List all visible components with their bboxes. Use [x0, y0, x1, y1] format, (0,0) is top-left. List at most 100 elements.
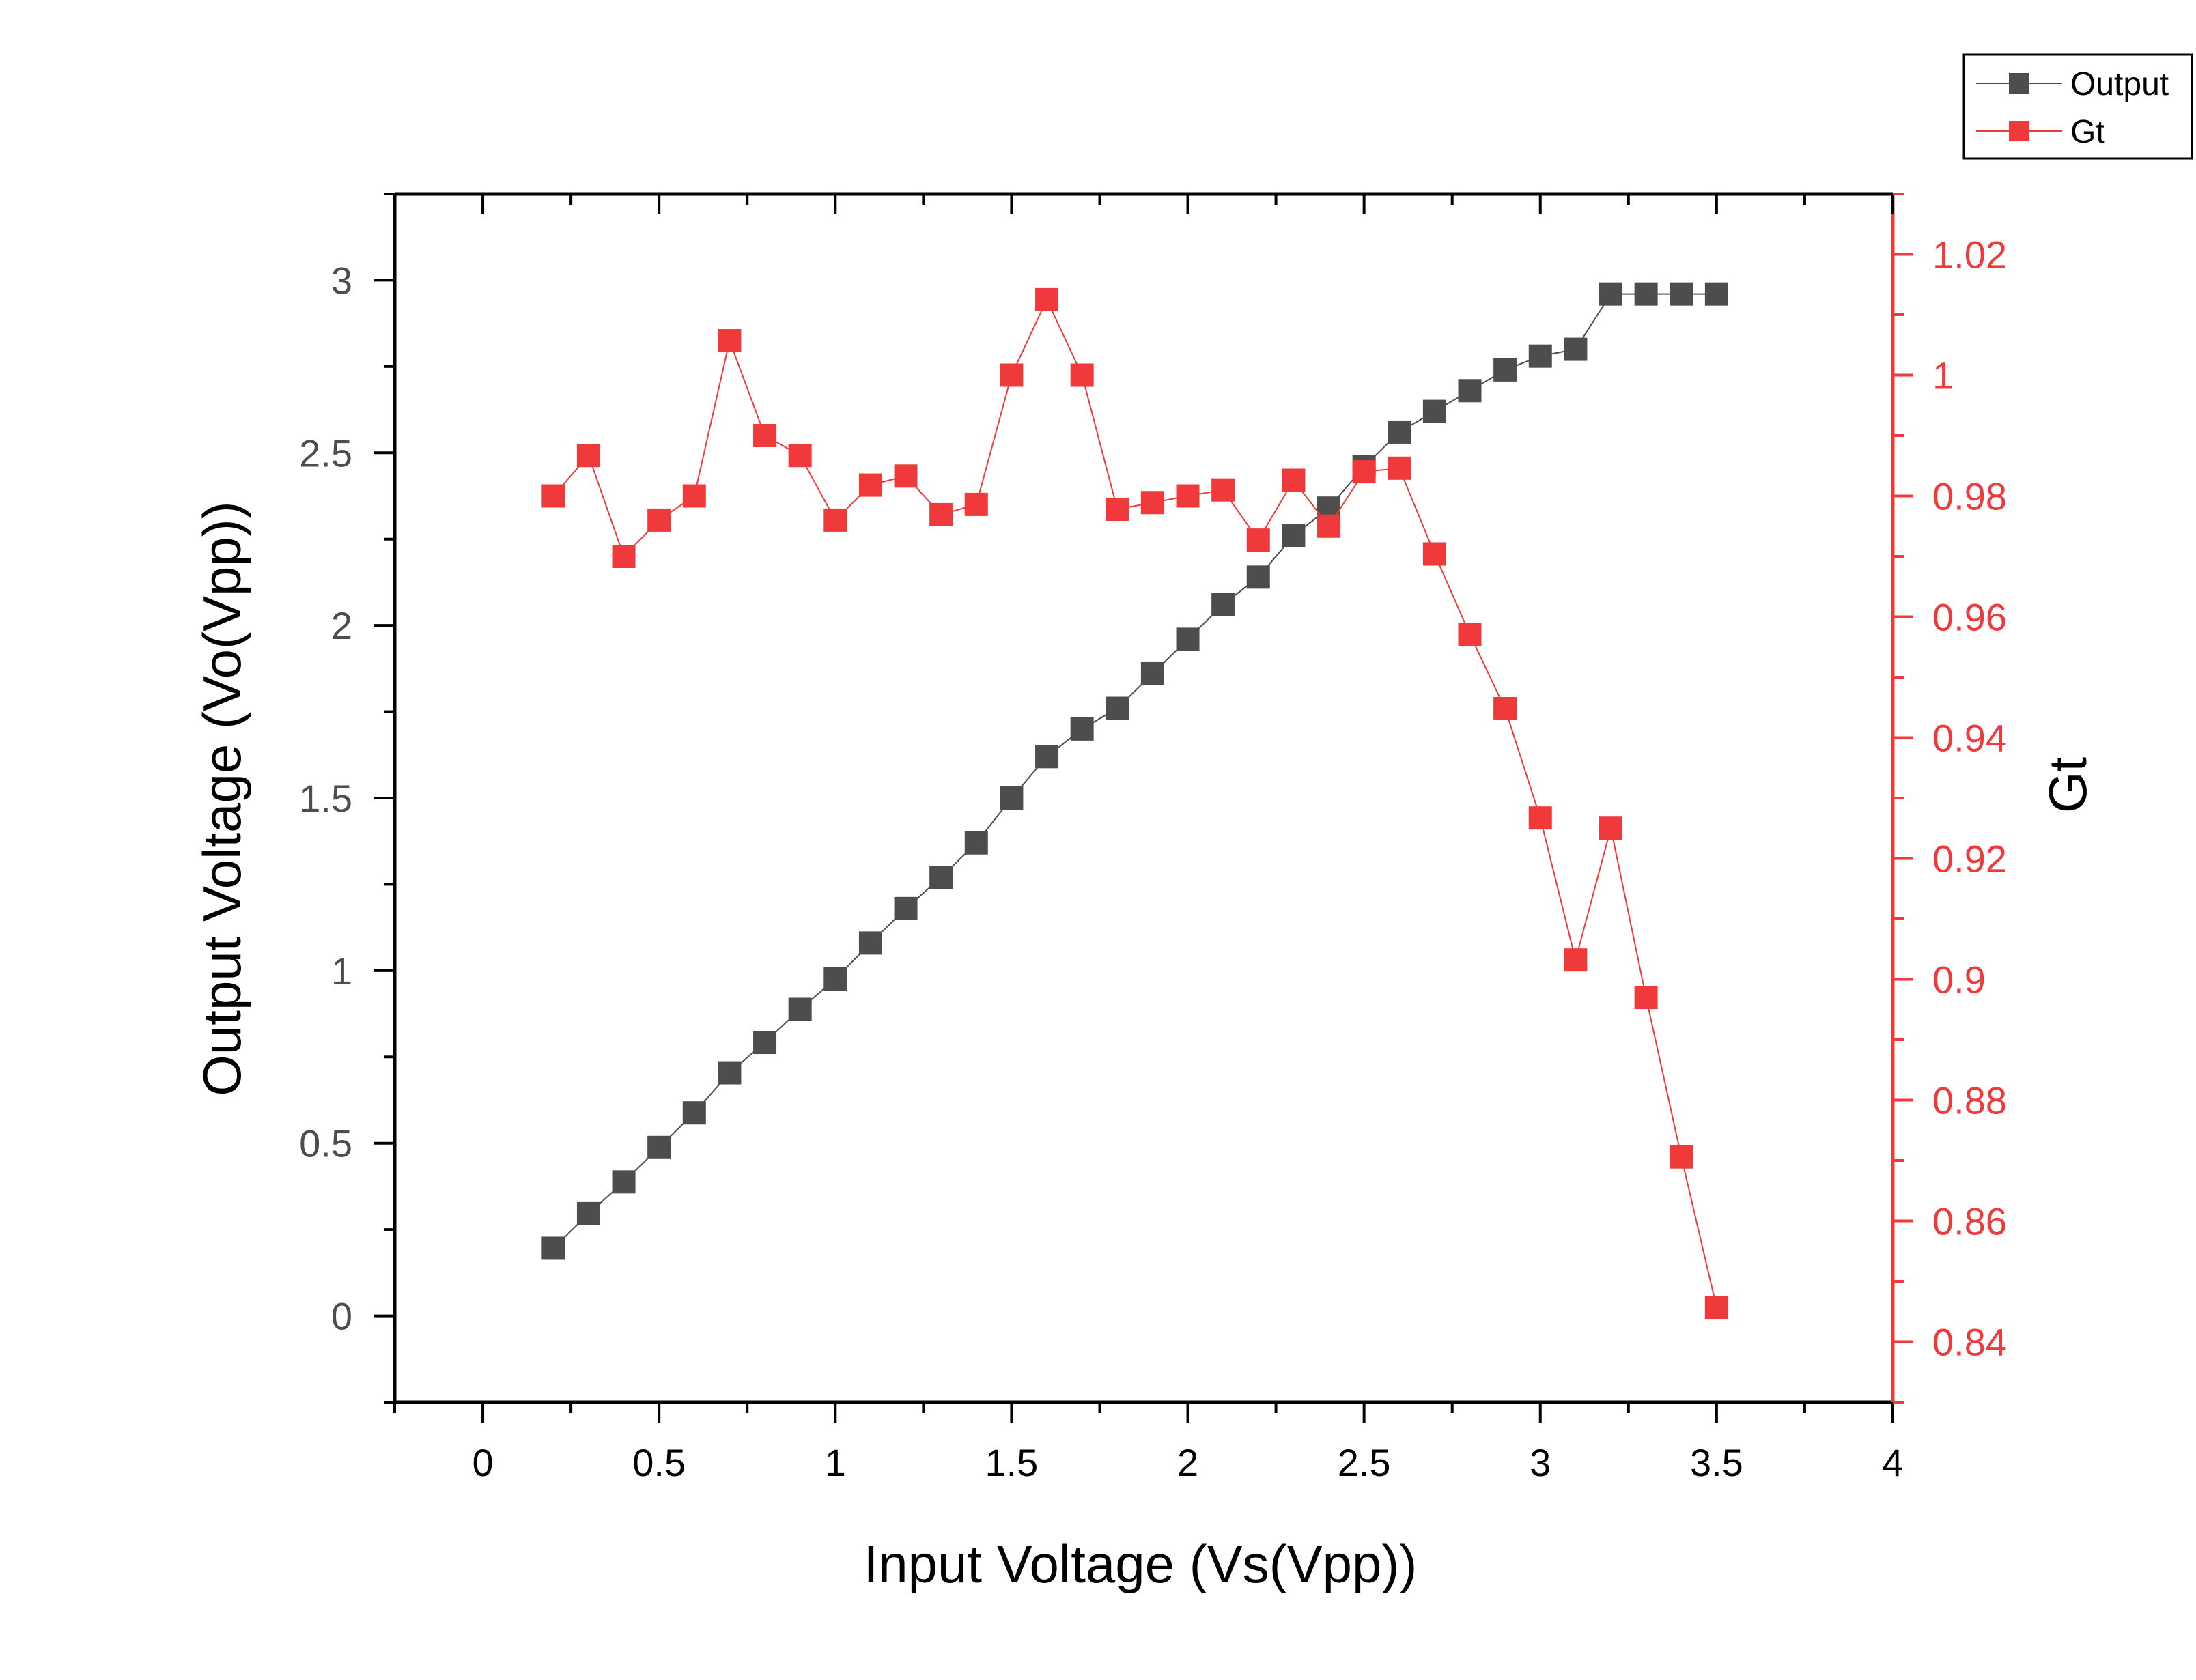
x-axis-title: Input Voltage (Vs(Vpp)) — [864, 1534, 1418, 1594]
data-point-gt — [964, 492, 988, 516]
right-y-axis-ticks: 0.84 0.86 0.88 0.9 0.92 0.94 0.96 0.98 1 1.02 — [1893, 193, 2007, 1404]
y2-tick-label: 1 — [1932, 354, 1954, 397]
x-tick-label: 0.5 — [632, 1441, 686, 1484]
data-point-output — [1670, 282, 1693, 306]
data-point-output — [612, 1170, 636, 1194]
data-point-gt — [1670, 1145, 1693, 1169]
y-tick-label: 2.5 — [299, 431, 352, 474]
x-tick-label: 2.5 — [1338, 1441, 1391, 1484]
y2-tick-label: 0.86 — [1932, 1200, 2007, 1243]
data-point-output — [753, 1031, 777, 1055]
data-point-gt — [1388, 456, 1411, 480]
data-point-output — [541, 1236, 565, 1260]
x-tick-label: 3.5 — [1690, 1441, 1743, 1484]
data-point-output — [824, 967, 847, 991]
data-point-output — [858, 931, 882, 955]
legend-marker-gt — [2009, 121, 2029, 141]
data-point-gt — [1246, 528, 1270, 552]
left-y-axis-ticks: 0 0.5 1 1.5 2 2.5 3 — [299, 193, 395, 1404]
data-point-gt — [824, 508, 847, 532]
data-point-output — [1704, 282, 1728, 306]
data-point-output — [1211, 593, 1235, 616]
data-point-output — [1634, 282, 1658, 306]
x-axis-ticks: 0 0.5 1 1.5 2 2.5 3 3.5 4 — [393, 194, 1904, 1484]
data-point-gt — [541, 484, 565, 508]
series-line-gt — [552, 298, 1717, 1308]
y2-tick-label: 0.9 — [1932, 958, 1986, 1001]
data-point-gt — [1140, 491, 1164, 515]
data-point-gt — [1070, 363, 1094, 387]
data-point-gt — [929, 502, 953, 526]
y2-tick-label: 0.92 — [1932, 838, 2007, 881]
data-point-gt — [788, 444, 812, 468]
data-point-gt — [1352, 460, 1376, 484]
data-point-output — [1599, 282, 1623, 306]
data-point-output — [1564, 337, 1588, 361]
right-y-axis-title: Gt — [2038, 757, 2098, 814]
data-point-gt — [1176, 484, 1200, 508]
x-tick-label: 3 — [1530, 1441, 1551, 1484]
data-point-output — [1493, 358, 1517, 382]
data-point-output — [894, 896, 918, 920]
data-point-output — [1106, 696, 1129, 720]
data-point-gt — [1035, 287, 1059, 311]
data-point-gt — [1458, 623, 1482, 646]
data-point-output — [718, 1061, 742, 1085]
data-point-gt — [1106, 497, 1129, 521]
y-tick-label: 2 — [331, 604, 352, 647]
y-tick-label: 0 — [331, 1295, 352, 1338]
x-tick-label: 4 — [1882, 1441, 1903, 1484]
data-point-gt — [1000, 363, 1024, 387]
y2-tick-label: 0.96 — [1932, 596, 2007, 639]
data-point-gt — [1422, 542, 1446, 566]
data-point-output — [647, 1135, 671, 1159]
y-tick-label: 0.5 — [299, 1122, 352, 1165]
data-point-gt — [1634, 986, 1658, 1010]
legend-label-gt: Gt — [2070, 114, 2105, 150]
data-point-output — [964, 831, 988, 855]
y-tick-label: 1.5 — [299, 777, 352, 820]
x-tick-label: 1.5 — [985, 1441, 1038, 1484]
data-point-gt — [1704, 1296, 1728, 1320]
legend-marker-output — [2009, 73, 2029, 94]
data-point-output — [1528, 344, 1552, 368]
data-point-gt — [647, 508, 671, 532]
x-tick-label: 2 — [1177, 1441, 1198, 1484]
data-point-gt — [753, 424, 777, 447]
data-point-gt — [576, 444, 600, 468]
y2-tick-label: 1.02 — [1932, 233, 2007, 276]
data-point-output — [1000, 786, 1024, 810]
data-point-output — [1388, 420, 1411, 444]
data-point-gt — [718, 329, 742, 353]
data-point-output — [788, 997, 812, 1021]
data-point-gt — [1211, 478, 1235, 502]
data-point-gt — [682, 484, 706, 508]
data-point-gt — [612, 545, 636, 568]
y2-tick-label: 0.94 — [1932, 717, 2007, 760]
y2-tick-label: 0.88 — [1932, 1079, 2007, 1122]
data-point-output — [1422, 399, 1446, 423]
data-point-output — [1176, 627, 1200, 651]
data-point-gt — [1599, 816, 1623, 840]
data-point-gt — [858, 473, 882, 497]
data-point-gt — [1528, 806, 1552, 830]
data-point-gt — [1282, 468, 1306, 492]
y-tick-label: 3 — [331, 259, 352, 302]
series-layer — [541, 282, 1728, 1320]
data-point-gt — [1564, 948, 1588, 972]
y2-tick-label: 0.84 — [1932, 1321, 2007, 1364]
data-point-output — [682, 1101, 706, 1125]
data-point-output — [1035, 745, 1059, 769]
data-point-gt — [1493, 697, 1517, 721]
y-tick-label: 1 — [331, 950, 352, 993]
x-tick-label: 0 — [472, 1441, 493, 1484]
legend-box — [1962, 53, 2193, 160]
data-point-output — [1246, 565, 1270, 589]
x-tick-label: 1 — [825, 1441, 846, 1484]
data-point-output — [576, 1201, 600, 1225]
data-point-output — [1458, 379, 1482, 403]
data-point-output — [929, 866, 953, 889]
series-line-output — [552, 293, 1717, 1249]
data-point-output — [1140, 661, 1164, 685]
y2-tick-label: 0.98 — [1932, 475, 2007, 518]
